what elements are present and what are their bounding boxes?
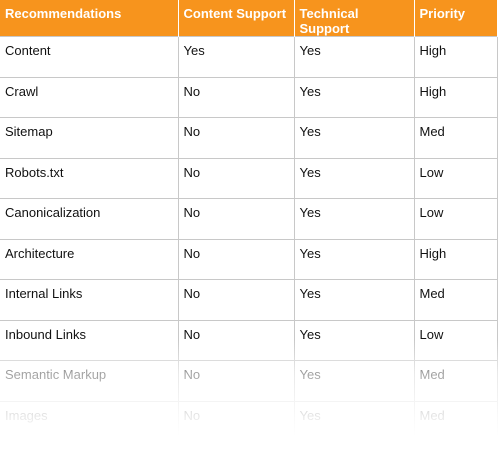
recommendations-table: Recommendations Content Support Technical … [0, 0, 498, 442]
table-cell: Yes [293, 117, 415, 159]
table-cell: No [177, 117, 295, 159]
table-cell: Yes [293, 400, 415, 442]
table-cell: No [177, 198, 295, 240]
table-cell: Canonicalization [0, 198, 179, 240]
table-cell: Architecture [0, 238, 179, 280]
table-cell: Med [413, 360, 498, 402]
table-row: Images No Yes Med [0, 400, 498, 442]
table-cell: Sitemap [0, 117, 179, 159]
table-row: Robots.txt No Yes Low [0, 157, 498, 199]
table-cell: Content [0, 36, 179, 78]
table-cell: Low [413, 157, 498, 199]
table-row: Semantic Markup No Yes Med [0, 360, 498, 402]
table-row: Internal Links No Yes Med [0, 279, 498, 321]
table-cell: Internal Links [0, 279, 179, 321]
table-cell: Med [413, 117, 498, 159]
table-cell: High [413, 76, 498, 118]
table-row: Content Yes Yes High [0, 36, 498, 78]
table-cell: Yes [293, 76, 415, 118]
table-cell: Yes [293, 360, 415, 402]
table-cell: No [177, 238, 295, 280]
table-cell: Robots.txt [0, 157, 179, 199]
table-cell: Yes [293, 279, 415, 321]
table-cell: Images [0, 400, 179, 442]
table-row: Architecture No Yes High [0, 238, 498, 280]
table-cell: Low [413, 319, 498, 361]
table-row: Canonicalization No Yes Low [0, 198, 498, 240]
table-cell: Semantic Markup [0, 360, 179, 402]
table-cell: Med [413, 400, 498, 442]
header-cell: Priority [414, 0, 498, 37]
table-row: Sitemap No Yes Med [0, 117, 498, 159]
table-cell: Med [413, 279, 498, 321]
header-row: Recommendations Content Support Technical … [0, 0, 498, 37]
table-cell: No [177, 360, 295, 402]
table-row: Inbound Links No Yes Low [0, 319, 498, 361]
table-cell: Crawl [0, 76, 179, 118]
table-cell: Yes [293, 36, 415, 78]
table-cell: Yes [293, 198, 415, 240]
table-body: Content Yes Yes High Crawl No Yes High Sitemap No… [0, 36, 498, 442]
header-cell: Content Support [178, 0, 295, 37]
table-cell: Yes [293, 238, 415, 280]
table-cell: High [413, 36, 498, 78]
table-row: Crawl No Yes High [0, 76, 498, 118]
table-cell: Yes [293, 319, 415, 361]
header-cell: Recommendations [0, 0, 179, 37]
header-cell: Technical Support [294, 0, 415, 37]
table-cell: No [177, 279, 295, 321]
table-cell: Inbound Links [0, 319, 179, 361]
table-cell: Low [413, 198, 498, 240]
table-cell: Yes [293, 157, 415, 199]
table-cell: No [177, 400, 295, 442]
table-cell: No [177, 76, 295, 118]
table-cell: Yes [177, 36, 295, 78]
table-cell: No [177, 157, 295, 199]
table-cell: No [177, 319, 295, 361]
table-cell: High [413, 238, 498, 280]
